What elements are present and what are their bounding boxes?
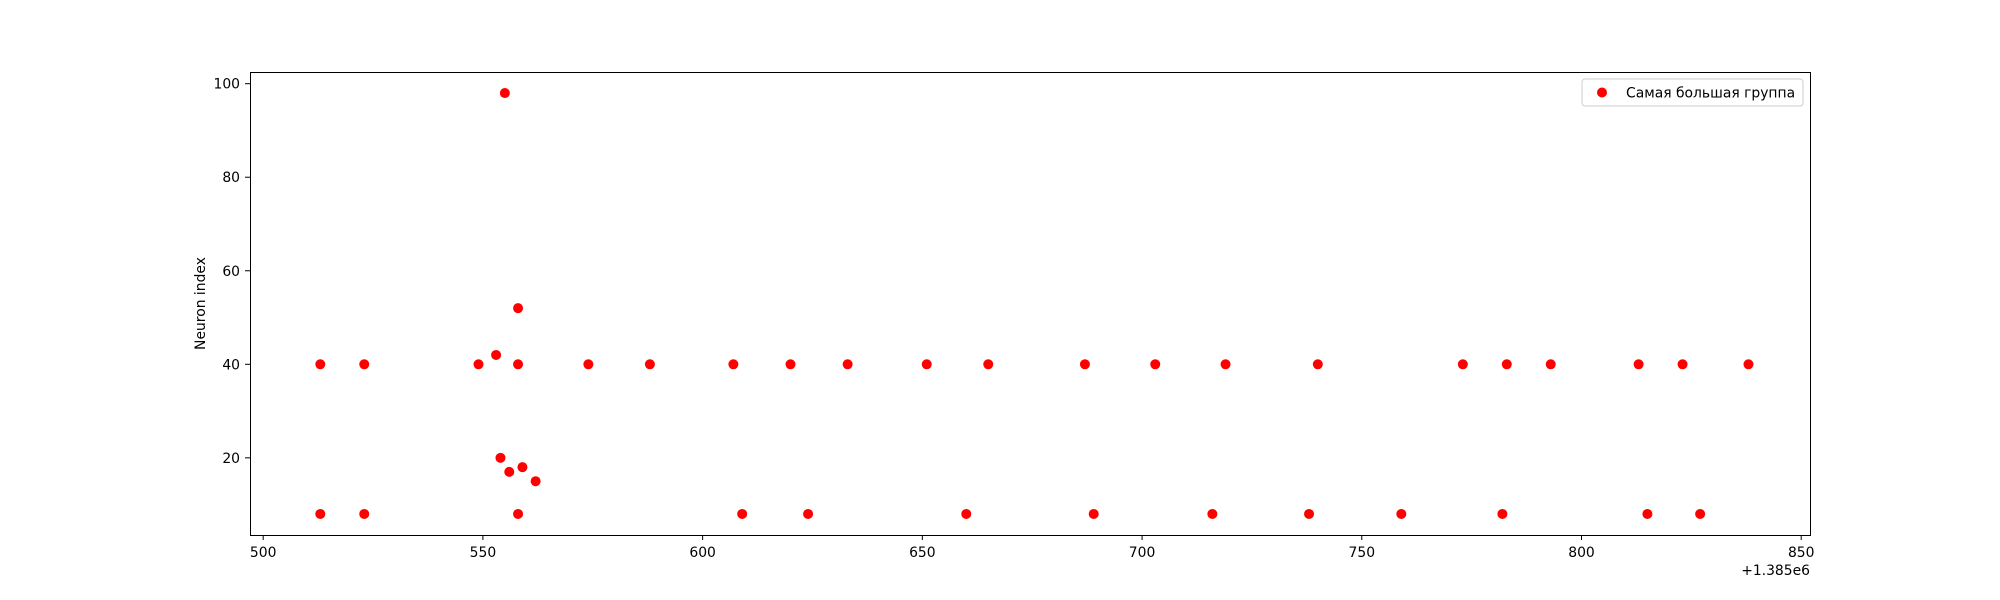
scatter-points [315,88,1754,519]
scatter-point [1150,359,1161,370]
scatter-point [983,359,994,370]
scatter-point [842,359,853,370]
scatter-point [473,359,484,370]
scatter-point [728,359,739,370]
x-axis-offset-label: +1.385e6 [1741,563,1810,579]
axes: 500 550 600 650 700 750 800 850 20 40 60 80 100 Neu… [193,72,1814,579]
x-tick-label: 700 [1129,545,1156,561]
scatter-point [1695,508,1706,519]
scatter-point [359,359,370,370]
scatter-point [517,462,528,473]
scatter-point [1312,359,1323,370]
scatter-point [1207,508,1218,519]
x-tick-label: 550 [470,545,497,561]
scatter-point [1677,359,1688,370]
scatter-point [315,508,326,519]
scatter-point [921,359,932,370]
scatter-point [504,466,515,477]
legend-label: Самая большая группа [1626,86,1795,102]
scatter-point [1220,359,1231,370]
plot-area [250,72,1810,535]
legend: Самая большая группа [1581,78,1804,107]
scatter-point [644,359,655,370]
x-tick-label: 500 [250,545,277,561]
scatter-point [1642,508,1653,519]
scatter-point [513,508,524,519]
scatter-point [1457,359,1468,370]
plot-frame [250,72,1811,536]
scatter-point [491,349,502,360]
scatter-point [961,508,972,519]
legend-marker [1597,87,1607,98]
scatter-point [1633,359,1644,370]
scatter-point [1545,359,1556,370]
scatter-point [1079,359,1090,370]
scatter-point [583,359,594,370]
scatter-point [785,359,796,370]
y-ticks: 20 40 60 80 100 [213,77,250,467]
scatter-point [495,452,506,463]
y-tick-label: 20 [222,451,240,467]
x-tick-label: 800 [1568,545,1595,561]
scatter-point [359,508,370,519]
x-tick-label: 850 [1788,545,1815,561]
y-tick-label: 100 [213,77,240,93]
scatter-point [1501,359,1512,370]
scatter-point [499,88,510,99]
x-ticks: 500 550 600 650 700 750 800 850 [250,535,1815,561]
y-axis-label: Neuron index [193,257,209,350]
x-tick-label: 750 [1349,545,1376,561]
scatter-point [1743,359,1754,370]
y-tick-label: 40 [222,357,240,373]
scatter-point [803,508,814,519]
scatter-point [513,303,524,314]
scatter-point [1088,508,1099,519]
x-tick-label: 600 [689,545,716,561]
legend-box [1581,78,1804,107]
scatter-point [530,476,541,487]
scatter-point [737,508,748,519]
scatter-point [1304,508,1315,519]
x-tick-label: 650 [909,545,936,561]
y-tick-label: 60 [222,264,240,280]
scatter-point [315,359,326,370]
scatter-point [1396,508,1407,519]
scatter-point [513,359,524,370]
y-tick-label: 80 [222,170,240,186]
scatter-point [1497,508,1508,519]
